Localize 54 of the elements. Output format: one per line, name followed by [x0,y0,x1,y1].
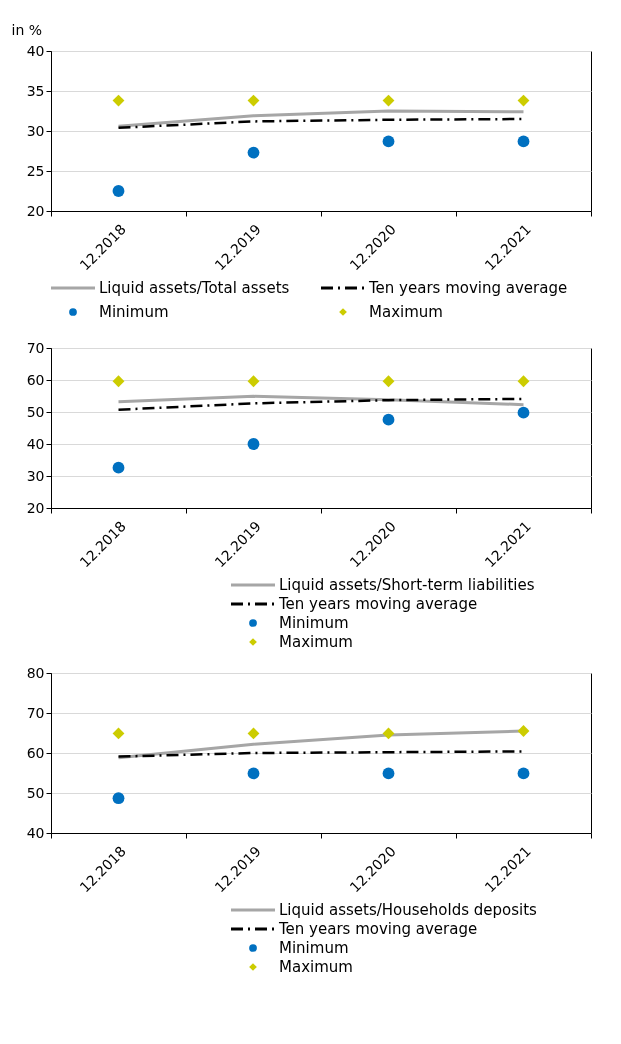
y-tick-label: 35 [26,82,45,99]
point [517,94,530,107]
legend-label: Maximum [369,303,443,321]
line-series [117,109,525,128]
y-tick-label: 60 [26,744,45,761]
point [517,375,530,388]
point [112,792,125,805]
y-tick-label: 70 [26,704,45,721]
point [112,461,125,474]
legend-label: Ten years moving average [278,920,478,938]
point [517,767,530,780]
point [382,413,395,426]
point [247,727,260,740]
point [247,375,260,388]
point [517,135,530,148]
point [382,767,395,780]
point [247,767,260,780]
y-tick-label: 30 [26,467,45,484]
legend-label: Ten years moving average [368,279,568,297]
point [382,135,395,148]
legend-label: Minimum [279,939,349,957]
y-tick-label: 80 [26,664,45,681]
y-tick-label: 50 [26,403,45,420]
y-axis-title: in % [11,21,43,38]
point [382,375,395,388]
y-tick-label: 40 [26,435,45,452]
y-tick-label: 60 [26,371,45,388]
legend-label: Liquid assets/Short-term liabilities [279,576,535,594]
point [517,406,530,419]
point [112,94,125,107]
y-tick-label: 40 [26,42,45,59]
point [112,185,125,197]
legend-label: Minimum [279,614,349,632]
point [247,94,260,107]
y-tick-label: 50 [26,784,45,801]
point [517,725,530,737]
point [112,375,125,388]
legend-label: Liquid assets/Total assets [99,279,290,297]
legend-label: Liquid assets/Households deposits [279,901,538,919]
y-tick-label: 30 [26,122,45,139]
y-tick-label: 25 [26,162,45,179]
point [112,727,125,740]
legend-label: Maximum [279,958,353,976]
legend-label: Maximum [279,633,353,651]
point [247,438,260,450]
point [247,146,260,159]
legend-label: Ten years moving average [278,595,478,613]
y-tick-label: 20 [26,499,45,516]
point [382,94,395,107]
y-tick-label: 70 [26,339,45,356]
y-tick-label: 20 [26,202,45,219]
y-tick-label: 40 [26,824,45,841]
legend-label: Minimum [99,303,169,321]
point [382,727,395,740]
